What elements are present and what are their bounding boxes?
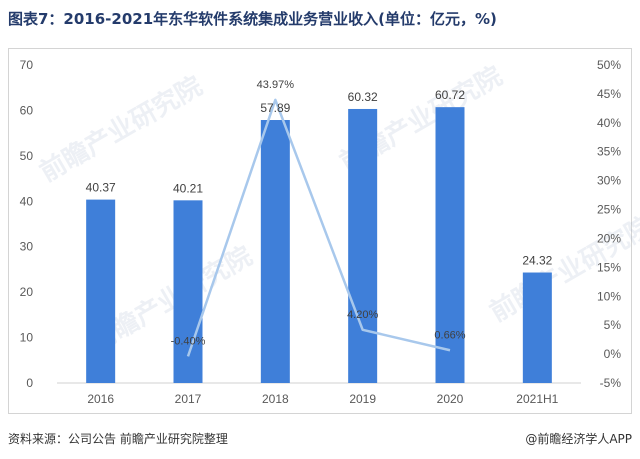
bar-value-label: 60.72 [435,88,465,102]
x-tick-label: 2020 [437,392,464,406]
bar [348,108,378,383]
x-tick-label: 2017 [175,392,202,406]
y-right-tick-label: 30% [597,174,621,188]
y-right-tick-label: 50% [597,58,621,72]
chart-svg: 0 10 20 30 40 50 60 70 -5% 0% 5% 10% 15% 20% 25% 30% 35%… [20,58,622,406]
credit-note: @前瞻经济学人APP [525,432,632,446]
bar-value-label: 40.37 [86,181,116,195]
growth-value-label: 4.20% [347,309,378,321]
y-left-tick-label: 0 [26,376,33,390]
chart-title: 图表7：2016-2021年东华软件系统集成业务营业收入(单位：亿元，%) [8,10,497,28]
bar-value-label: 60.32 [348,90,378,104]
y-right-tick-label: 35% [597,145,621,159]
y-right-tick-label: 10% [597,289,621,303]
y-left-tick-label: 10 [20,331,34,345]
x-tick-label: 2018 [262,392,289,406]
source-note: 资料来源：公司公告 前瞻产业研究院整理 [8,432,228,446]
x-tick-label: 2021H1 [516,392,558,406]
bar [435,107,465,383]
y-right-tick-label: 15% [597,260,621,274]
y-left-tick-label: 70 [20,58,34,72]
y-left-tick-label: 20 [20,285,34,299]
y-left-tick-label: 40 [20,194,34,208]
y-right-tick-label: 25% [597,203,621,217]
growth-line [186,98,451,357]
y-right-tick-label: -5% [600,376,622,390]
x-tick-label: 2016 [87,392,114,406]
bar [260,120,290,383]
bar-value-label: 57.89 [260,101,290,115]
growth-value-label: 0.66% [434,329,465,341]
bar [522,272,552,383]
y-right-tick-label: 20% [597,231,621,245]
y-right-tick-label: 5% [604,318,622,332]
growth-value-label: -0.40% [171,335,206,347]
bar-value-label: 24.32 [522,254,552,268]
growth-value-label: 43.97% [257,79,295,91]
y-right-tick-label: 0% [604,347,622,361]
bar-value-label: 40.21 [173,181,203,195]
y-left-tick-label: 30 [20,240,34,254]
x-tick-label: 2019 [349,392,376,406]
chart-frame: 前瞻产业研究院 前瞻产业研究院 前瞻产业研究院 前瞻产业研究院 0 10 20 30 4… [8,48,640,414]
bar [86,199,116,383]
y-left-tick-label: 50 [20,149,34,163]
y-left-tick-label: 60 [20,103,34,117]
y-right-tick-label: 45% [597,87,621,101]
y-right-tick-label: 40% [597,116,621,130]
footer: 资料来源：公司公告 前瞻产业研究院整理 @前瞻经济学人APP [8,430,632,450]
